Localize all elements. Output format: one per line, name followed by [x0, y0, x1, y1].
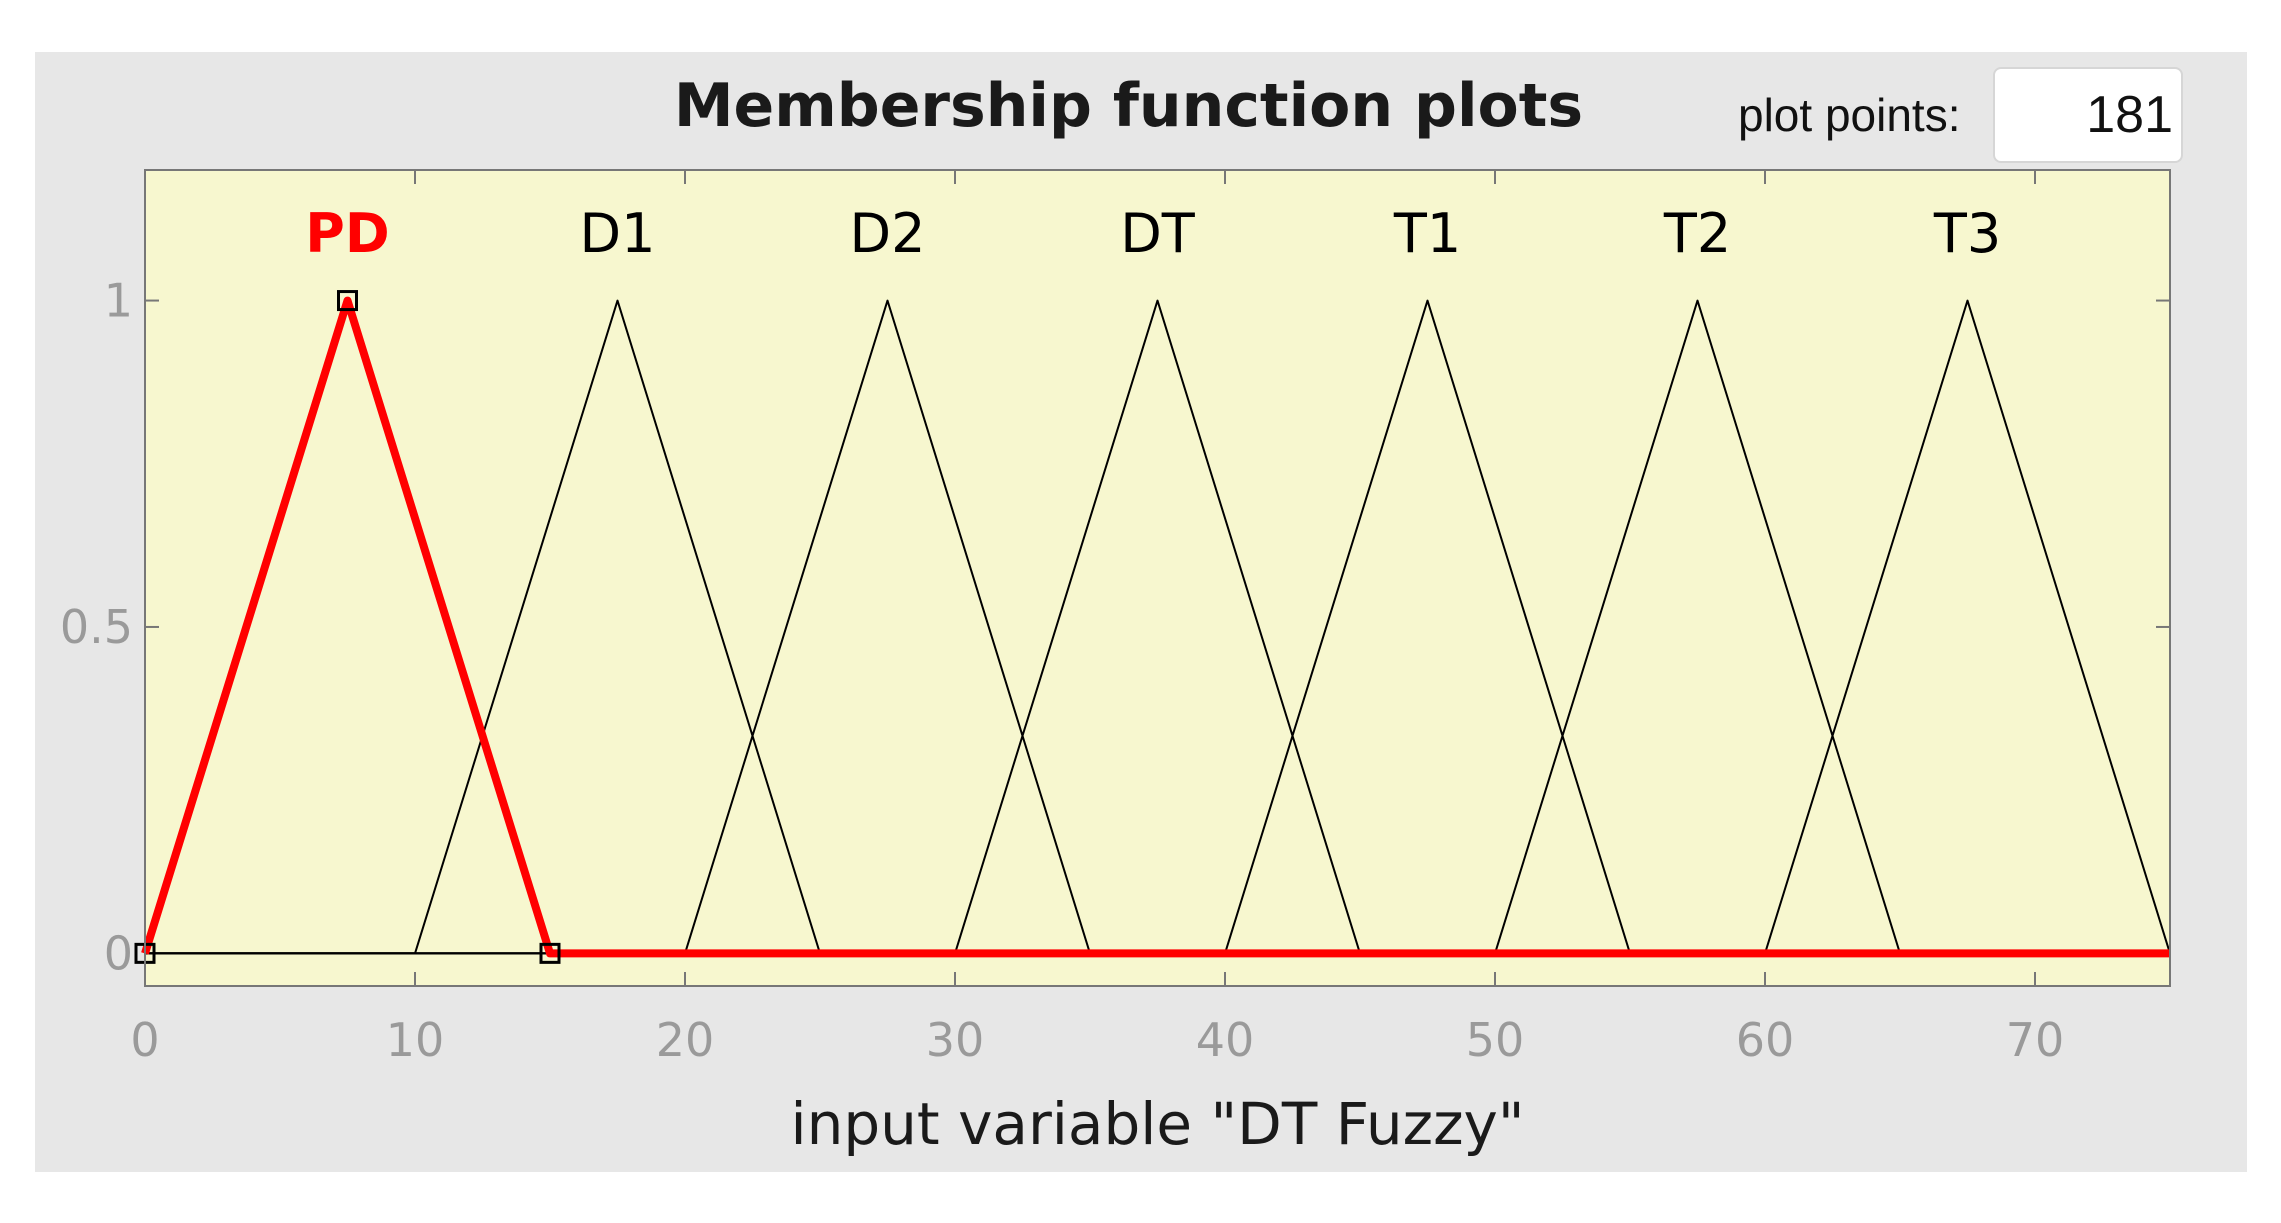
x-axis-label: input variable "DT Fuzzy"	[790, 1090, 1524, 1158]
x-tick-label: 50	[1466, 1013, 1525, 1067]
plot-frame	[144, 169, 2171, 987]
membership-labels: D1 D2 DT T1 T2 T3 PD	[305, 202, 2001, 265]
mf-curve-pd[interactable]	[141, 296, 2170, 958]
plot-points-label: plot points:	[1738, 89, 1961, 141]
plot-points-input[interactable]	[1993, 67, 2183, 163]
plot-area[interactable]	[145, 170, 2170, 986]
x-tick-label: 20	[656, 1013, 715, 1067]
x-tick-label: 10	[386, 1013, 445, 1067]
y-tick-label: 0	[104, 926, 133, 980]
x-tick-label: 70	[2006, 1013, 2065, 1067]
y-tick-label: 1	[104, 274, 133, 328]
mf-label-t1: T1	[1393, 202, 1461, 265]
axis-tick-labels: 0 10 20 30 40 50 60 70 0 0.5 1	[60, 274, 2064, 1067]
mf-label-pd: PD	[305, 202, 389, 265]
x-tick-label: 40	[1196, 1013, 1255, 1067]
mf-label-d2: D2	[850, 202, 926, 265]
mf-label-dt: DT	[1120, 202, 1196, 265]
mf-label-t3: T3	[1933, 202, 2001, 265]
y-tick-label: 0.5	[60, 600, 133, 654]
mf-vertex-handle[interactable]	[337, 290, 358, 312]
panel-title: Membership function plots	[673, 71, 1584, 141]
x-tick-label: 60	[1736, 1013, 1795, 1067]
mf-label-d1: D1	[580, 202, 656, 265]
mf-vertex-handle[interactable]	[539, 942, 561, 964]
mf-label-t2: T2	[1663, 202, 1731, 265]
x-tick-label: 30	[926, 1013, 985, 1067]
x-tick-label: 0	[130, 1013, 159, 1067]
membership-curves[interactable]	[134, 290, 2171, 964]
